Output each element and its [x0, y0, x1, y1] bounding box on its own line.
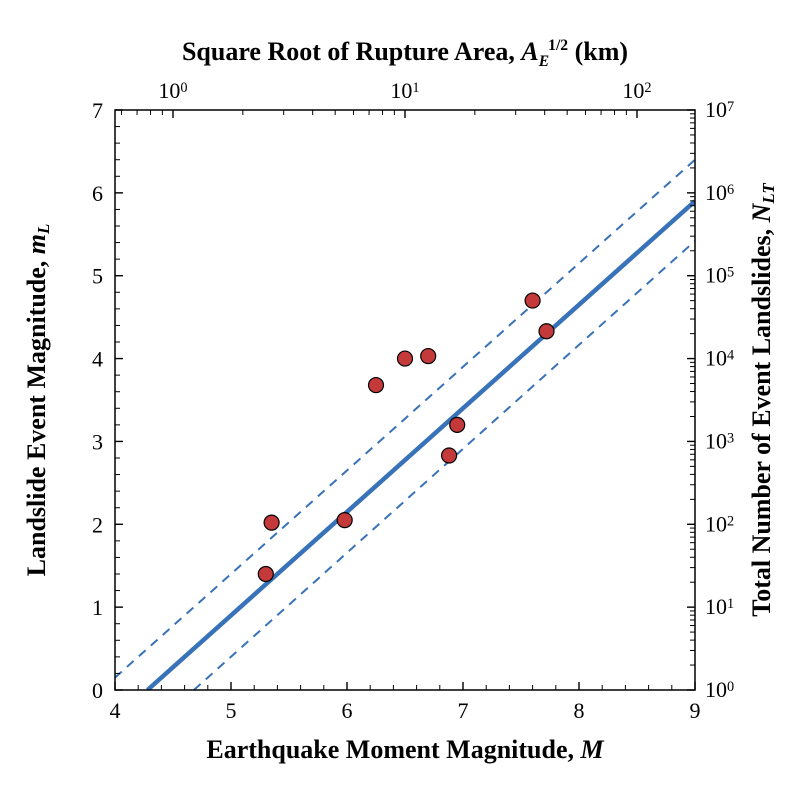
- svg-text:4: 4: [110, 698, 121, 723]
- svg-text:5: 5: [92, 264, 103, 289]
- svg-text:Total Number of Event Landslid: Total Number of Event Landslides, NLT: [747, 183, 778, 617]
- svg-text:2: 2: [92, 512, 103, 537]
- svg-text:3: 3: [92, 429, 103, 454]
- svg-text:0: 0: [92, 678, 103, 703]
- svg-text:7: 7: [458, 698, 469, 723]
- svg-text:5: 5: [226, 698, 237, 723]
- svg-text:4: 4: [92, 347, 103, 372]
- svg-text:9: 9: [690, 698, 701, 723]
- svg-text:6: 6: [92, 181, 103, 206]
- svg-text:Earthquake Moment Magnitude, M: Earthquake Moment Magnitude, M: [206, 735, 604, 764]
- svg-text:7: 7: [92, 98, 103, 123]
- svg-text:8: 8: [574, 698, 585, 723]
- chart-svg: 4 5 6 7 8 9 Earthquake Moment Magnitude, M 0 1 2 3…: [0, 0, 791, 788]
- svg-text:1: 1: [92, 595, 103, 620]
- scatter-chart: 4 5 6 7 8 9 Earthquake Moment Magnitude, M 0 1 2 3…: [0, 0, 791, 788]
- svg-text:Landslide Event Magnitude, mL: Landslide Event Magnitude, mL: [22, 224, 53, 577]
- svg-text:6: 6: [342, 698, 353, 723]
